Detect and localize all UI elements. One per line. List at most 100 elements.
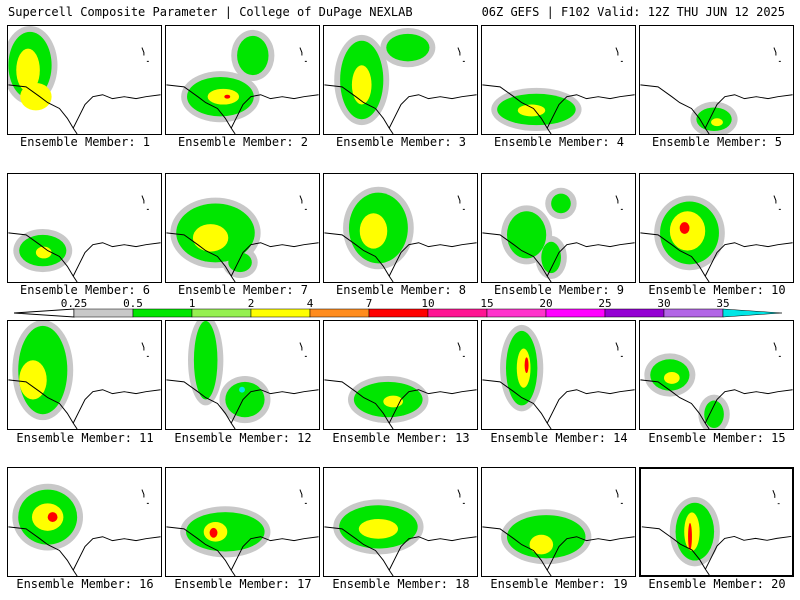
- legend-tick-label: 1: [188, 297, 196, 310]
- map-image: [640, 195, 793, 282]
- map-image: [8, 321, 161, 429]
- map-image: [640, 342, 793, 429]
- scp-contour: [386, 33, 430, 62]
- page-title: Supercell Composite Parameter | College …: [8, 5, 413, 19]
- scp-contour: [237, 35, 269, 76]
- legend-swatch: [368, 308, 429, 318]
- scp-contour: [358, 519, 399, 539]
- legend-swatch: [604, 308, 665, 318]
- island-outline: [773, 47, 781, 62]
- island-outline: [141, 195, 149, 210]
- legend-swatch: [309, 308, 370, 318]
- coastline: [8, 232, 161, 282]
- map-panel[interactable]: [7, 25, 162, 135]
- member-caption: Ensemble Member: 15: [648, 431, 786, 445]
- scp-contour: [20, 82, 52, 111]
- scp-contour: [239, 386, 245, 393]
- map-panel[interactable]: [165, 320, 320, 430]
- color-legend-bar: [13, 308, 783, 318]
- map-panel[interactable]: [165, 173, 320, 283]
- member-caption: Ensemble Member: 18: [332, 577, 470, 591]
- map-panel[interactable]: [639, 25, 794, 135]
- legend-tick-label: 15: [480, 297, 494, 310]
- island-outline: [773, 195, 781, 210]
- coastline: [640, 84, 793, 134]
- map-panel[interactable]: [639, 173, 794, 283]
- island-outline: [457, 195, 465, 210]
- map-panel[interactable]: [481, 173, 636, 283]
- map-panel[interactable]: [481, 467, 636, 577]
- coastline: [324, 232, 477, 282]
- valid-time-label: 06Z GEFS | F102 Valid: 12Z THU JUN 12 20…: [481, 5, 785, 19]
- scp-contour: [192, 224, 229, 252]
- legend-tick-label: 10: [421, 297, 435, 310]
- member-caption: Ensemble Member: 13: [332, 431, 470, 445]
- legend-swatch: [191, 308, 252, 318]
- member-caption: Ensemble Member: 5: [651, 135, 783, 149]
- member-caption: Ensemble Member: 6: [19, 283, 151, 297]
- island-outline: [457, 47, 465, 62]
- member-caption: Ensemble Member: 11: [16, 431, 154, 445]
- island-outline: [299, 195, 307, 210]
- map-image: [166, 489, 319, 576]
- map-panel[interactable]: [7, 320, 162, 430]
- scp-contour: [688, 522, 692, 550]
- map-panel[interactable]: [481, 320, 636, 430]
- legend-tick-label: 7: [365, 297, 373, 310]
- scp-contour: [16, 48, 40, 92]
- scp-contour: [529, 534, 554, 555]
- member-caption: Ensemble Member: 14: [490, 431, 628, 445]
- map-panel[interactable]: [323, 173, 478, 283]
- legend-swatch: [545, 308, 606, 318]
- scp-contour: [207, 88, 240, 105]
- coastline: [8, 84, 161, 134]
- member-caption: Ensemble Member: 16: [16, 577, 154, 591]
- legend-tick-label: 25: [598, 297, 612, 310]
- scp-contour: [35, 246, 52, 259]
- map-image: [166, 321, 319, 429]
- coastline: [324, 84, 477, 134]
- member-caption: Ensemble Member: 3: [335, 135, 467, 149]
- member-caption: Ensemble Member: 2: [177, 135, 309, 149]
- scp-contour: [679, 222, 690, 234]
- map-panel[interactable]: [7, 173, 162, 283]
- map-image: [482, 324, 635, 429]
- legend-tick-label: 0.25: [60, 297, 88, 310]
- scp-contour: [193, 321, 218, 400]
- map-panel[interactable]: [7, 467, 162, 577]
- coastline: [640, 232, 793, 282]
- map-image: [482, 47, 635, 134]
- map-image: [8, 26, 161, 134]
- coastline: [166, 379, 319, 429]
- coastline: [641, 526, 792, 575]
- legend-swatch: [427, 308, 488, 318]
- map-panel[interactable]: [639, 467, 794, 577]
- scp-contour: [209, 527, 218, 538]
- scp-contour: [228, 252, 252, 273]
- island-outline: [299, 342, 307, 357]
- island-outline: [615, 195, 623, 210]
- map-panel[interactable]: [165, 25, 320, 135]
- member-caption: Ensemble Member: 1: [19, 135, 151, 149]
- map-panel[interactable]: [323, 467, 478, 577]
- scp-contour: [351, 65, 372, 105]
- map-panel[interactable]: [165, 467, 320, 577]
- scp-contour: [684, 512, 700, 551]
- scp-contour: [31, 503, 64, 531]
- member-caption: Ensemble Member: 9: [493, 283, 625, 297]
- map-panel[interactable]: [323, 25, 478, 135]
- map-panel[interactable]: [639, 320, 794, 430]
- island-outline: [299, 489, 307, 504]
- legend-tick-label: 35: [716, 297, 730, 310]
- map-panel[interactable]: [481, 25, 636, 135]
- coastline: [166, 526, 319, 576]
- coastline: [482, 379, 635, 429]
- scp-contour: [506, 211, 547, 259]
- map-panel[interactable]: [323, 320, 478, 430]
- color-legend: 0.25 0.5 1 2 4 7 10 15 20 25 30 35: [13, 297, 786, 321]
- map-image: [8, 483, 161, 576]
- member-caption: Ensemble Member: 17: [174, 577, 312, 591]
- map-image: [324, 489, 477, 576]
- map-image: [640, 47, 793, 134]
